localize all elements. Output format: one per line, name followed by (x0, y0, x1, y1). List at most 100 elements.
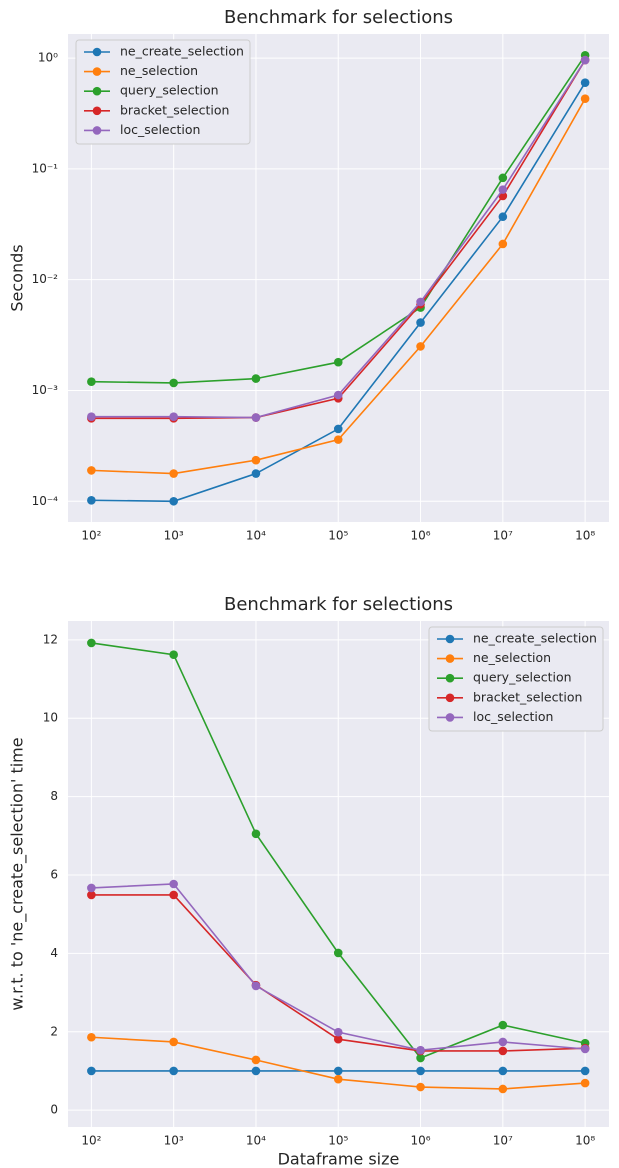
data-point (251, 981, 261, 991)
y-tick-label: 10 (43, 711, 58, 725)
legend-marker (92, 47, 102, 57)
x-tick-label: 10² (81, 1134, 101, 1148)
legend-marker (445, 713, 455, 722)
data-point (498, 212, 508, 222)
y-axis-label: Seconds (8, 244, 27, 311)
data-point (169, 469, 178, 478)
y-tick-label: 10⁻³ (32, 383, 59, 397)
data-point (251, 829, 261, 839)
data-point (87, 377, 96, 387)
data-point (416, 318, 425, 327)
data-point (498, 1037, 508, 1047)
legend-label: ne_create_selection (473, 631, 597, 646)
data-point (87, 496, 96, 505)
x-tick-label: 10³ (164, 1134, 184, 1148)
data-point (87, 890, 96, 900)
x-tick-label: 10⁷ (493, 1134, 513, 1148)
x-tick-label: 10⁴ (246, 529, 266, 543)
data-point (333, 1034, 343, 1044)
data-point (333, 357, 343, 367)
data-point (87, 883, 96, 893)
data-point (169, 412, 178, 421)
data-point (416, 1053, 425, 1063)
data-point (87, 1032, 96, 1042)
x-tick-label: 10⁵ (328, 1134, 348, 1148)
data-point (580, 1044, 590, 1054)
data-point (169, 879, 178, 889)
data-point (169, 890, 178, 900)
data-point (251, 374, 261, 383)
legend-label: bracket_selection (120, 102, 229, 117)
legend-label: ne_create_selection (120, 44, 244, 59)
legend-marker (445, 693, 455, 703)
legend-marker (92, 126, 102, 135)
x-tick-label: 10⁸ (575, 1134, 595, 1148)
y-tick-label: 10⁰ (38, 51, 58, 65)
data-point (87, 466, 96, 475)
legend-label: ne_selection (473, 650, 551, 665)
data-point (498, 185, 508, 194)
data-point (416, 1045, 425, 1055)
data-point (251, 413, 261, 422)
legend-label: query_selection (473, 670, 572, 685)
y-tick-label: 12 (43, 632, 58, 646)
data-point (416, 342, 425, 351)
legend-marker (445, 634, 455, 644)
data-point (416, 297, 425, 307)
data-point (416, 1082, 425, 1092)
x-tick-label: 10⁸ (575, 529, 595, 543)
data-point (580, 94, 590, 104)
data-point (580, 78, 590, 87)
legend-marker (445, 654, 455, 663)
data-point (251, 1055, 261, 1065)
data-point (251, 455, 261, 465)
y-axis-label: w.r.t. to 'ne_create_selection' time (8, 737, 28, 1010)
x-tick-label: 10³ (164, 529, 184, 543)
x-tick-label: 10⁶ (410, 529, 430, 543)
data-point (333, 435, 343, 444)
data-point (251, 469, 261, 478)
y-tick-label: 8 (50, 789, 58, 803)
legend-label: loc_selection (473, 709, 553, 724)
data-point (333, 424, 343, 434)
x-axis-label: Dataframe size (278, 1150, 400, 1168)
data-point (580, 1066, 590, 1076)
data-point (87, 412, 96, 421)
y-tick-label: 10⁻⁴ (32, 494, 59, 508)
legend-marker (92, 86, 102, 96)
x-tick-label: 10⁷ (493, 529, 513, 543)
y-tick-label: 6 (50, 867, 58, 881)
data-point (498, 1084, 508, 1094)
y-tick-label: 4 (50, 946, 58, 960)
data-point (169, 378, 178, 388)
data-point (169, 496, 178, 506)
data-point (498, 173, 508, 183)
x-tick-label: 10² (81, 529, 101, 543)
x-tick-label: 10⁵ (328, 529, 348, 543)
chart-title: Benchmark for selections (224, 7, 453, 28)
data-point (333, 948, 343, 958)
data-point (87, 1066, 96, 1076)
data-point (498, 1046, 508, 1056)
data-point (498, 239, 508, 249)
legend-marker (445, 673, 455, 683)
legend-label: query_selection (120, 83, 219, 98)
data-point (251, 1066, 261, 1076)
data-point (169, 1037, 178, 1047)
data-point (580, 1078, 590, 1088)
data-point (498, 1066, 508, 1076)
y-tick-label: 2 (50, 1024, 58, 1038)
y-tick-label: 10⁻¹ (32, 161, 59, 175)
data-point (416, 1066, 425, 1076)
legend-label: loc_selection (120, 122, 200, 137)
y-tick-label: 0 (50, 1103, 58, 1117)
x-tick-label: 10⁶ (410, 1134, 430, 1148)
legend-label: bracket_selection (473, 689, 582, 704)
data-point (169, 650, 178, 660)
chart-title: Benchmark for selections (224, 594, 453, 615)
data-point (580, 55, 590, 65)
data-point (333, 1066, 343, 1076)
legend-marker (92, 106, 102, 116)
y-tick-label: 10⁻² (32, 272, 59, 286)
